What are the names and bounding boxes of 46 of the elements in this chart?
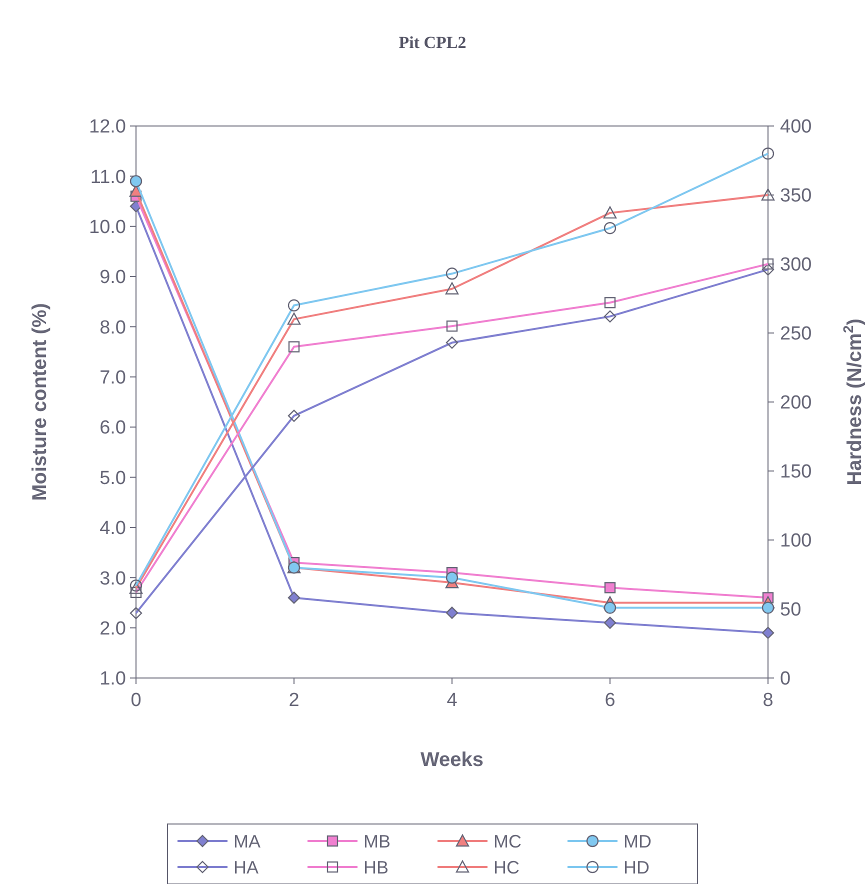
x-tick-label: 4 xyxy=(446,690,458,711)
y2-tick-label: 400 xyxy=(780,116,812,138)
x-tick-label: 2 xyxy=(288,690,300,711)
legend-label: HC xyxy=(494,857,520,878)
y-tick-label: 5.0 xyxy=(100,468,126,489)
y2-tick-label: 0 xyxy=(780,668,791,690)
y-tick-label: 3.0 xyxy=(100,568,126,590)
legend-label: MC xyxy=(494,831,522,852)
x-tick-label: 0 xyxy=(130,690,142,711)
point xyxy=(130,175,142,188)
x-axis-title: Weeks xyxy=(420,749,484,771)
legend-label: HD xyxy=(624,857,650,878)
legend-label: HB xyxy=(364,857,389,878)
y2-tick-label: 50 xyxy=(780,600,802,621)
point xyxy=(604,616,616,629)
y-tick-label: 11.0 xyxy=(90,166,126,188)
x-tick-label: 6 xyxy=(604,690,616,711)
y-tick-label: 9.0 xyxy=(100,267,126,288)
point xyxy=(762,626,774,639)
point xyxy=(604,582,616,594)
chart-title: Pit CPL2 xyxy=(398,33,466,52)
point xyxy=(446,572,458,584)
legend-label: MD xyxy=(624,831,652,852)
y2-tick-label: 200 xyxy=(780,392,812,414)
y-axis-title: Moisture content (%) xyxy=(29,303,51,501)
legend-label: MA xyxy=(234,831,260,852)
y-tick-label: 8.0 xyxy=(100,317,126,338)
y2-tick-label: 350 xyxy=(780,186,812,207)
point xyxy=(288,592,300,604)
y2-tick-label: 300 xyxy=(780,254,812,276)
legend-label: HA xyxy=(234,857,259,878)
point xyxy=(762,602,774,614)
y-tick-label: 7.0 xyxy=(100,368,126,389)
y-tick-label: 4.0 xyxy=(100,518,126,540)
y-tick-label: 10.0 xyxy=(89,217,126,238)
x-tick-label: 8 xyxy=(762,690,774,711)
y-tick-label: 1.0 xyxy=(100,668,126,690)
y-tick-label: 6.0 xyxy=(100,418,126,439)
point xyxy=(604,602,616,614)
y-tick-label: 2.0 xyxy=(100,618,126,640)
y2-tick-label: 100 xyxy=(780,530,812,552)
point xyxy=(446,606,458,619)
y2-tick-label: 150 xyxy=(780,462,812,483)
legend-label: MB xyxy=(364,831,390,852)
y2-tick-label: 250 xyxy=(780,324,812,345)
y-tick-label: 12.0 xyxy=(89,116,126,138)
